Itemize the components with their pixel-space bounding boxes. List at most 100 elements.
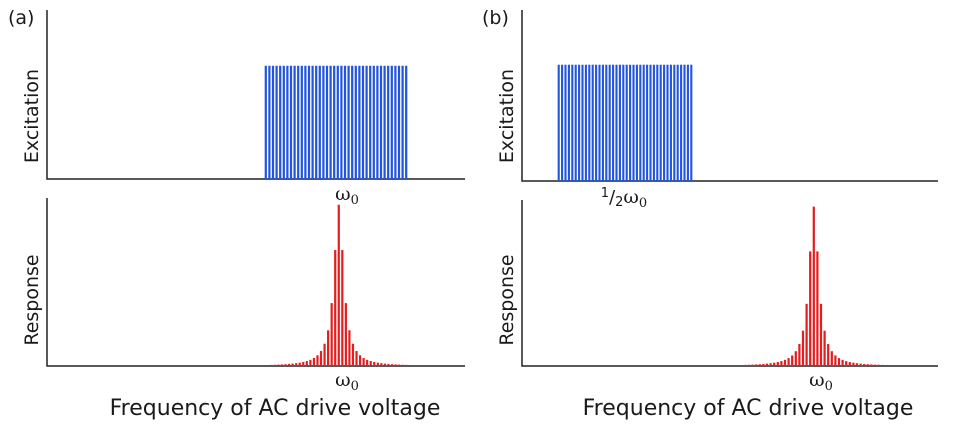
a-excitation-bar <box>304 65 307 179</box>
b-response-bar <box>794 351 797 366</box>
panel-b-excitation-bars <box>557 64 693 181</box>
omega-subscript: 0 <box>350 193 359 208</box>
b-excitation-bar <box>646 64 649 181</box>
b-excitation-bar <box>659 64 662 181</box>
b-excitation-bar <box>669 64 672 181</box>
panel-b-response-axes <box>521 200 938 367</box>
a-response-bar <box>319 351 323 366</box>
panel-b-excitation-ylabel: Excitation <box>496 68 518 164</box>
b-excitation-bar <box>578 64 581 181</box>
b-excitation-bar <box>595 64 598 181</box>
a-response-bar <box>369 361 372 366</box>
a-response-bar <box>284 364 287 366</box>
a-excitation-bar <box>347 65 350 179</box>
a-excitation-bar <box>293 65 296 179</box>
b-excitation-bar <box>639 64 642 181</box>
b-excitation-bar <box>591 64 594 181</box>
b-response-bar <box>809 251 812 366</box>
a-response-bar <box>280 364 284 366</box>
a-response-bar <box>358 355 362 366</box>
b-excitation-bar <box>663 64 666 181</box>
b-response-bar <box>866 364 869 366</box>
a-excitation-bar <box>333 65 336 179</box>
b-excitation-bar <box>635 64 638 181</box>
omega-subscript: 0 <box>824 379 833 394</box>
panel-a-excitation-ylabel: Excitation <box>21 68 43 164</box>
panel-b-label: (b) <box>482 7 509 29</box>
a-response-bar <box>394 364 397 366</box>
b-response-bar <box>776 362 779 366</box>
omega-subscript: 0 <box>638 196 648 211</box>
b-excitation-bar <box>612 64 615 181</box>
omega-subscript: 0 <box>350 379 359 394</box>
b-excitation-bar <box>574 64 577 181</box>
b-excitation-bar <box>666 64 669 181</box>
a-response-bar <box>348 330 351 366</box>
a-excitation-bar <box>282 65 285 179</box>
b-excitation-bar <box>618 64 621 181</box>
a-excitation-bar <box>394 65 397 179</box>
a-excitation-bar <box>336 65 339 179</box>
b-excitation-bar <box>676 64 679 181</box>
a-excitation-bar <box>315 65 318 179</box>
b-excitation-bar <box>632 64 635 181</box>
a-response-bar <box>266 364 269 366</box>
b-response-bar <box>773 362 776 366</box>
b-response-bar <box>791 355 794 366</box>
b-excitation-bar <box>625 64 628 181</box>
a-excitation-bar <box>322 65 325 179</box>
a-response-bar <box>309 359 312 366</box>
b-response-bar <box>859 363 862 366</box>
b-response-bar <box>863 363 866 366</box>
a-excitation-bar <box>311 65 314 179</box>
a-response-bar <box>398 364 401 366</box>
b-response-bar <box>751 364 754 366</box>
a-response-bar <box>277 364 280 366</box>
a-response-bar <box>362 357 365 366</box>
b-response-bar <box>837 358 841 366</box>
b-excitation-bar <box>571 64 574 181</box>
b-response-bar <box>845 361 848 366</box>
a-excitation-bar <box>372 65 375 179</box>
b-response-bar <box>798 344 801 366</box>
a-response-bar <box>390 364 394 366</box>
b-excitation-bar <box>601 64 604 181</box>
one-half-fraction: 1/2 <box>600 186 624 209</box>
b-excitation-bar <box>598 64 601 181</box>
a-excitation-bar <box>376 65 379 179</box>
a-excitation-bar <box>351 65 354 179</box>
a-excitation-bar <box>286 65 289 179</box>
a-excitation-bar <box>358 65 361 179</box>
a-excitation-bar <box>329 65 332 179</box>
b-excitation-bar <box>683 64 686 181</box>
a-response-bar <box>291 363 294 366</box>
fraction-numerator: 1 <box>600 186 610 201</box>
a-excitation-bar <box>397 65 401 179</box>
a-response-bar <box>344 303 347 366</box>
b-excitation-bar <box>564 64 567 181</box>
a-response-bar <box>302 361 305 366</box>
b-excitation-bar <box>622 64 625 181</box>
b-excitation-bar <box>605 64 608 181</box>
omega-symbol: ω <box>809 369 825 391</box>
a-response-bar <box>341 250 344 366</box>
b-excitation-bar <box>673 64 676 181</box>
a-excitation-bar <box>387 65 390 179</box>
b-excitation-bar <box>557 64 560 181</box>
b-response-bar <box>830 351 833 366</box>
panel-b-response-axis-line <box>521 200 938 367</box>
a-excitation-bar <box>401 65 404 179</box>
b-excitation-bar <box>649 64 652 181</box>
b-excitation-bar <box>642 64 645 181</box>
panel-b-excitation-axes <box>521 10 938 182</box>
a-response-bar <box>387 363 390 366</box>
a-excitation-bar <box>279 65 282 179</box>
a-response-bar <box>305 361 308 366</box>
a-excitation-bar <box>369 65 372 179</box>
omega-symbol: ω <box>623 186 639 208</box>
a-excitation-bar <box>354 65 357 179</box>
b-excitation-bar <box>629 64 632 181</box>
b-response-bar <box>852 362 855 366</box>
panel-b-response-ylabel: Response <box>496 254 518 346</box>
